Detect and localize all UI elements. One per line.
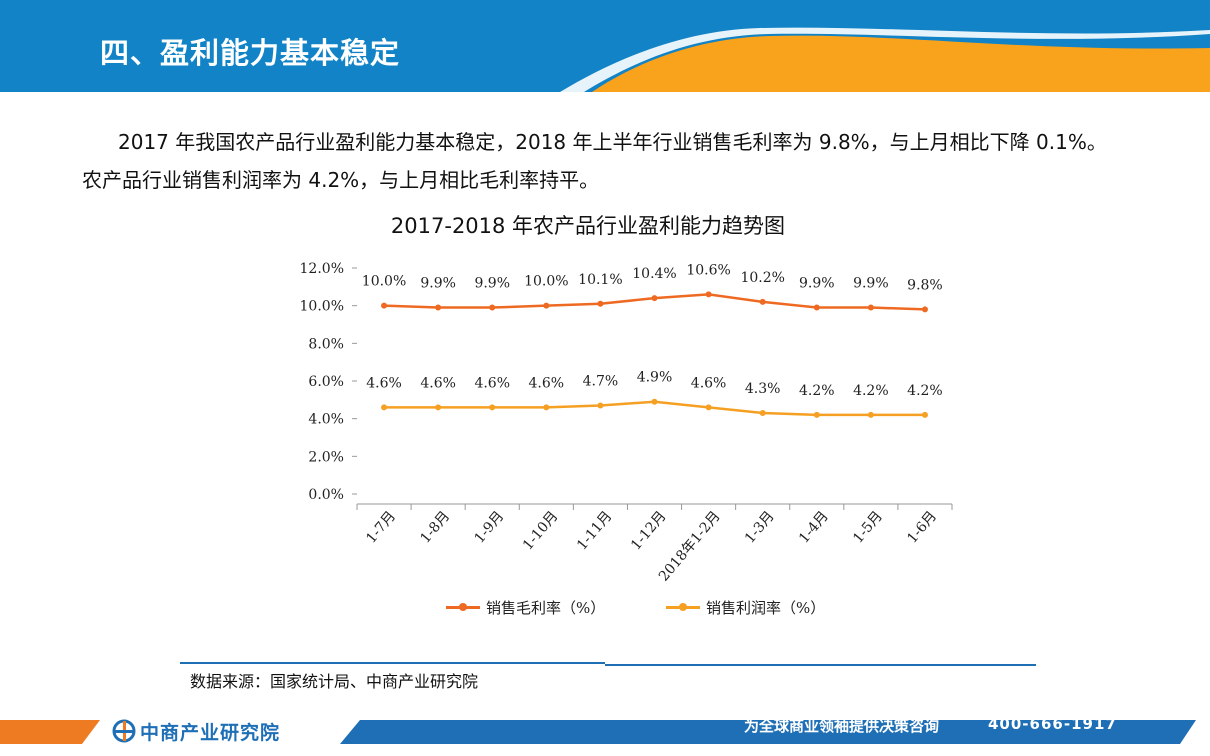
- data-label: 10.1%: [578, 272, 622, 288]
- data-point: [867, 411, 874, 418]
- x-tick-label: 1-3月: [742, 508, 778, 546]
- x-tick-label: 1-12月: [628, 508, 669, 553]
- data-label: 4.3%: [745, 381, 781, 397]
- data-label: 10.2%: [740, 270, 784, 286]
- data-point: [597, 402, 604, 409]
- data-point: [543, 302, 550, 309]
- data-label: 4.9%: [637, 370, 673, 386]
- data-point: [705, 404, 712, 411]
- header-background: [0, 0, 1210, 92]
- data-label: 4.6%: [366, 375, 402, 391]
- data-label: 4.2%: [853, 383, 889, 399]
- profitability-line-chart: 0.0% 2.0% 4.0% 6.0% 8.0% 10.0% 12.0% 1-7月 1-8月 1…: [300, 261, 953, 585]
- footer-background: [0, 720, 1196, 744]
- data-label: 4.7%: [583, 373, 619, 389]
- data-label: 4.6%: [420, 375, 456, 391]
- data-point: [867, 304, 874, 311]
- data-label: 4.6%: [691, 375, 727, 391]
- legend-swatch-profit-margin: [666, 602, 700, 611]
- legend-item-gross-margin: 销售毛利率（%）: [446, 594, 605, 620]
- data-point: [543, 404, 550, 411]
- legend-label-gross-margin: 销售毛利率（%）: [486, 598, 606, 617]
- y-tick-label: 10.0%: [300, 299, 344, 315]
- footer-slogan: 为全球商业领袖提供决策咨询: [744, 717, 940, 735]
- data-point: [813, 411, 820, 418]
- data-label: 9.9%: [799, 276, 835, 292]
- data-point: [597, 300, 604, 307]
- legend-item-profit-margin: 销售利润率（%）: [666, 594, 825, 620]
- y-tick-label: 0.0%: [308, 487, 344, 503]
- x-tick-label: 1-10月: [520, 508, 561, 553]
- x-tick-label: 1-11月: [574, 508, 615, 553]
- legend-swatch-gross-margin: [446, 602, 480, 611]
- data-label: 9.9%: [420, 276, 456, 292]
- source-divider: [180, 662, 1036, 666]
- x-tick-label: 1-4月: [796, 508, 832, 546]
- data-label: 4.6%: [529, 375, 565, 391]
- x-tick-label: 1-5月: [850, 508, 886, 546]
- y-tick-label: 2.0%: [308, 449, 344, 465]
- data-label: 4.2%: [907, 383, 943, 399]
- data-point: [921, 306, 928, 313]
- y-tick-label: 12.0%: [300, 261, 344, 277]
- data-label: 10.0%: [524, 274, 568, 290]
- data-label: 9.9%: [853, 276, 889, 292]
- data-label: 10.0%: [362, 274, 406, 290]
- brand-logo-icon: [112, 719, 136, 743]
- data-point: [381, 404, 388, 411]
- y-tick-label: 8.0%: [308, 336, 344, 352]
- data-label: 9.9%: [474, 276, 510, 292]
- data-point: [813, 304, 820, 311]
- data-point: [921, 411, 928, 418]
- data-label: 10.4%: [632, 266, 676, 282]
- x-tick-label: 1-6月: [904, 508, 940, 546]
- data-point: [651, 398, 658, 405]
- data-point: [759, 298, 766, 305]
- legend-label-profit-margin: 销售利润率（%）: [706, 598, 826, 617]
- header-banner: 四、盈利能力基本稳定: [0, 0, 1210, 92]
- data-point: [489, 304, 496, 311]
- series-layer: 10.0% 9.9% 9.9% 10.0% 10.1% 10.4% 10.6% 10.2% 9.…: [362, 262, 943, 418]
- brand: 中商产业研究院: [112, 719, 281, 744]
- x-tick-label: 1-8月: [417, 508, 453, 546]
- data-point: [705, 291, 712, 298]
- brand-name: 中商产业研究院: [140, 721, 281, 744]
- x-tick-label: 1-9月: [472, 508, 508, 546]
- footer-bar: [0, 716, 1210, 756]
- data-label: 4.6%: [474, 375, 510, 391]
- data-label: 4.2%: [799, 383, 835, 399]
- footer-phone: 400-666-1917: [988, 715, 1117, 733]
- data-label: 10.6%: [686, 262, 730, 278]
- chart-title: 2017-2018 年农产品行业盈利能力趋势图: [390, 214, 786, 238]
- y-tick-label: 6.0%: [308, 374, 344, 390]
- page-title: 四、盈利能力基本稳定: [100, 36, 401, 70]
- data-point: [759, 410, 766, 417]
- x-tick-label: 1-7月: [363, 508, 399, 546]
- data-point: [381, 302, 388, 309]
- data-point: [651, 295, 658, 302]
- intro-paragraph: 2017 年我国农产品行业盈利能力基本稳定，2018 年上半年行业销售毛利率为 …: [82, 130, 1107, 192]
- data-point: [435, 404, 442, 411]
- data-label: 9.8%: [907, 277, 943, 293]
- data-point: [435, 304, 442, 311]
- data-point: [489, 404, 496, 411]
- data-source: 数据来源：国家统计局、中商产业研究院: [190, 672, 479, 691]
- y-tick-label: 4.0%: [308, 412, 344, 428]
- y-axis: 0.0% 2.0% 4.0% 6.0% 8.0% 10.0% 12.0%: [300, 261, 357, 503]
